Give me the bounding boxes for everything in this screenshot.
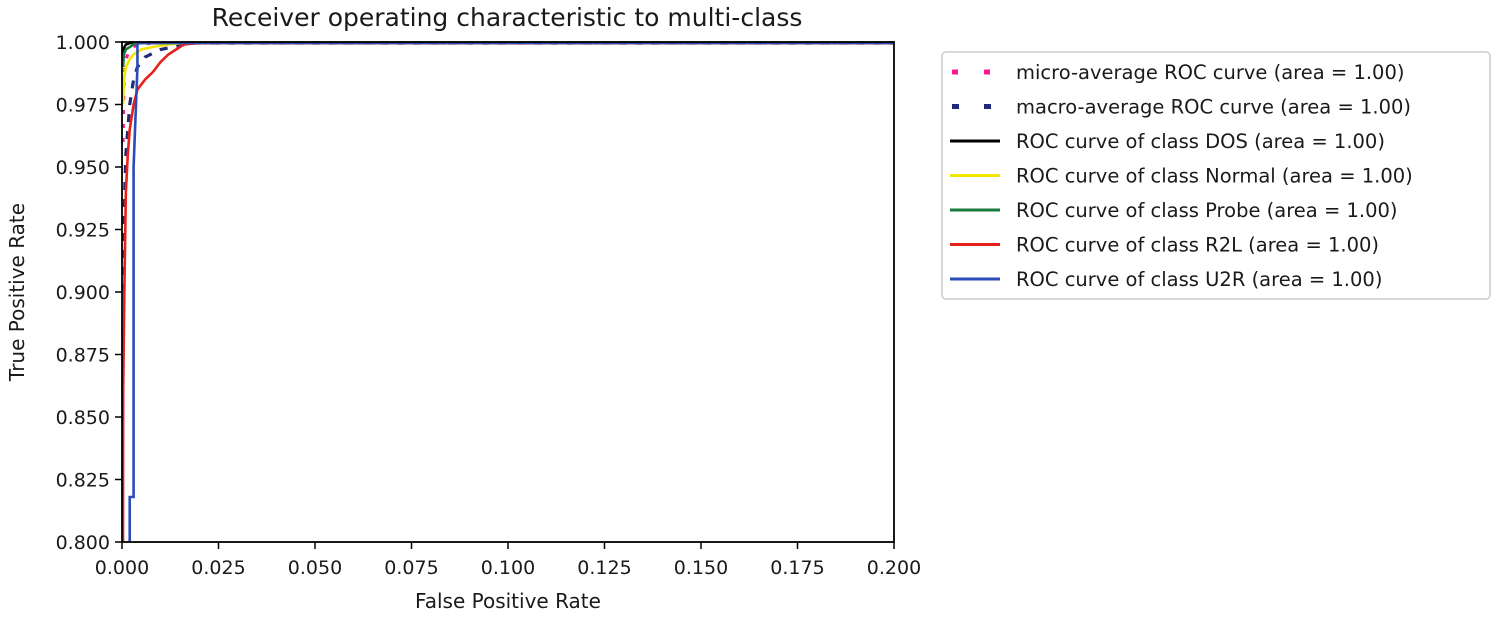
y-tick-label-1: 0.825	[56, 470, 110, 492]
x-tick-label-8: 0.200	[867, 557, 921, 579]
legend-entries: micro-average ROC curve (area = 1.00) mac…	[950, 61, 1413, 291]
legend: micro-average ROC curve (area = 1.00) mac…	[941, 51, 1491, 300]
y-tick-label-8: 1.000	[56, 32, 110, 54]
legend-label-2: ROC curve of class DOS (area = 1.00)	[1016, 130, 1385, 153]
x-tick-label-2: 0.050	[288, 557, 342, 579]
y-axis-ticks: 0.800 0.825 0.850 0.875 0.900 0.925 0.950 0.975…	[56, 32, 122, 554]
legend-label-6: ROC curve of class U2R (area = 1.00)	[1016, 268, 1382, 291]
series-2-roc-curve-of-class-dos-area-1-00-line	[121, 41, 893, 68]
y-tick-label-6: 0.950	[56, 157, 110, 179]
chart-title: Receiver operating characteristic to mul…	[212, 3, 803, 32]
series-3-roc-curve-of-class-normal-area-1-00-line	[121, 41, 893, 105]
x-tick-label-3: 0.075	[384, 557, 438, 579]
x-axis-ticks: 0.000 0.025 0.050 0.075 0.100 0.125 0.150 0.175…	[95, 542, 921, 579]
y-tick-label-0: 0.800	[56, 532, 110, 554]
series-4-roc-curve-of-class-probe-area-1-00-line	[121, 41, 893, 68]
y-axis-label: True Positive Rate	[5, 203, 29, 382]
legend-label-0: micro-average ROC curve (area = 1.00)	[1016, 61, 1404, 84]
series-1-macro-average-roc-curve-area-1-00-line	[121, 41, 893, 293]
y-tick-label-3: 0.875	[56, 345, 110, 367]
x-tick-label-0: 0.000	[95, 557, 149, 579]
x-tick-label-4: 0.100	[481, 557, 535, 579]
x-tick-label-7: 0.175	[770, 557, 824, 579]
series-6-roc-curve-of-class-u2r-area-1-00-line	[128, 41, 893, 542]
legend-label-3: ROC curve of class Normal (area = 1.00)	[1016, 165, 1413, 188]
series-5-roc-curve-of-class-r2l-area-1-00-line	[121, 41, 893, 543]
legend-label-1: macro-average ROC curve (area = 1.00)	[1016, 96, 1411, 119]
series-0-micro-average-roc-curve-area-1-00-line	[121, 41, 893, 143]
x-tick-label-1: 0.025	[191, 557, 245, 579]
x-tick-label-6: 0.150	[674, 557, 728, 579]
y-tick-label-2: 0.850	[56, 407, 110, 429]
y-tick-label-7: 0.975	[56, 95, 110, 117]
legend-label-5: ROC curve of class R2L (area = 1.00)	[1016, 234, 1379, 257]
x-tick-label-5: 0.125	[577, 557, 631, 579]
y-tick-label-5: 0.925	[56, 220, 110, 242]
series-layer	[121, 41, 893, 543]
x-axis-label: False Positive Rate	[415, 589, 601, 613]
plot-frame	[121, 41, 895, 543]
legend-label-4: ROC curve of class Probe (area = 1.00)	[1016, 199, 1398, 222]
legend-box	[941, 51, 1491, 300]
y-tick-label-4: 0.900	[56, 282, 110, 304]
